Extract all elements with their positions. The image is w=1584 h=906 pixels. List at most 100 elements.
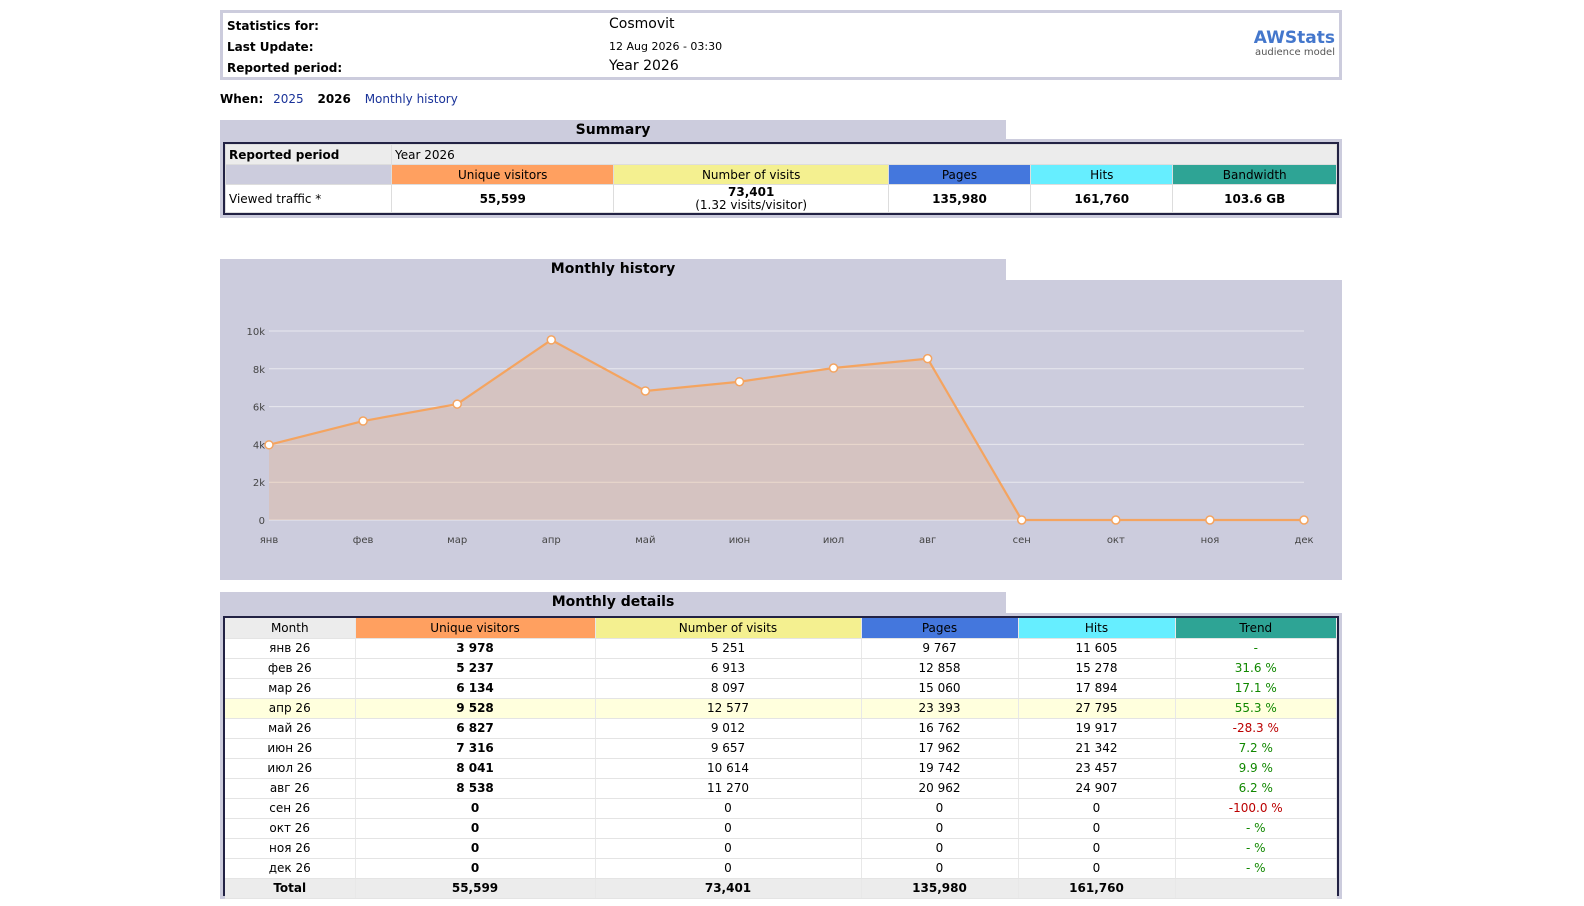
month-cell: апр 26 xyxy=(225,698,356,719)
table-row: апр 26 9 528 12 577 23 393 27 795 55.3 % xyxy=(225,698,1337,719)
table-row: июл 26 8 041 10 614 19 742 23 457 9.9 % xyxy=(225,758,1337,779)
total-trend-cell xyxy=(1175,878,1337,899)
total-hits-cell: 161,760 xyxy=(1018,878,1176,899)
trend-cell: - % xyxy=(1175,858,1337,879)
year-2025-link[interactable]: 2025 xyxy=(273,92,304,106)
data-point xyxy=(546,335,557,345)
month-cell: мар 26 xyxy=(225,678,356,699)
table-row: мар 26 6 134 8 097 15 060 17 894 17.1 % xyxy=(225,678,1337,699)
period-selector: When: 2025 2026 Monthly history xyxy=(220,92,468,106)
unique-visitors-cell: 0 xyxy=(355,858,596,879)
stats-for-label: Statistics for: xyxy=(227,19,319,33)
unique-visitors-cell: 9 528 xyxy=(355,698,596,719)
x-tick-label: авг xyxy=(919,535,936,546)
y-tick-label: 0 xyxy=(259,516,265,527)
summary-table: Reported period Year 2026 Unique visitor… xyxy=(220,139,1342,218)
pages-cell: 20 962 xyxy=(861,778,1019,799)
hits-cell: 17 894 xyxy=(1018,678,1176,699)
trend-cell: 55.3 % xyxy=(1175,698,1337,719)
pages-cell: 0 xyxy=(861,798,1019,819)
total-pages-cell: 135,980 xyxy=(861,878,1019,899)
hits-cell: 15 278 xyxy=(1018,658,1176,679)
col-unique-visitors: Unique visitors xyxy=(355,618,596,639)
col-number-visits: Number of visits xyxy=(595,618,862,639)
data-point xyxy=(452,399,462,409)
month-cell: июл 26 xyxy=(225,758,356,779)
data-point xyxy=(358,416,368,426)
x-tick-label: апр xyxy=(542,535,561,546)
visits-cell: 0 xyxy=(595,838,862,859)
hits-cell: 0 xyxy=(1018,818,1176,839)
reported-period-cell-value: Year 2026 xyxy=(391,144,1337,165)
x-tick-label: июн xyxy=(729,535,750,546)
reported-period-value: Year 2026 xyxy=(609,58,679,74)
total-unique-visitors-cell: 55,599 xyxy=(355,878,596,899)
awstats-logo[interactable]: AWStats audience model xyxy=(1254,29,1335,58)
col-number-visits: Number of visits xyxy=(613,164,889,185)
unique-visitors-cell: 0 xyxy=(355,798,596,819)
x-tick-label: июл xyxy=(823,535,844,546)
last-update-value: 12 Aug 2026 - 03:30 xyxy=(609,40,723,53)
pages-cell: 17 962 xyxy=(861,738,1019,759)
month-cell: сен 26 xyxy=(225,798,356,819)
x-tick-label: сен xyxy=(1013,535,1031,546)
monthly-history-chart: 0 2k 4k 6k 8k 10k янв фев мар апр май июн июл авг сен о… xyxy=(246,327,1313,546)
x-tick-label: фев xyxy=(353,535,374,546)
pages-cell: 19 742 xyxy=(861,758,1019,779)
table-row: ноя 26 0 0 0 0- % xyxy=(225,838,1337,859)
monthly-details-title: Monthly details xyxy=(220,592,1006,613)
unique-visitors-cell: 0 xyxy=(355,818,596,839)
month-cell: авг 26 xyxy=(225,778,356,799)
year-2026-current: 2026 xyxy=(317,92,351,106)
visits-cell: 9 657 xyxy=(595,738,862,759)
visits-cell: 8 097 xyxy=(595,678,862,699)
hits-cell: 21 342 xyxy=(1018,738,1176,759)
monthly-details-table: Month Unique visitors Number of visits P… xyxy=(220,613,1342,899)
total-visits-cell: 73,401 xyxy=(595,878,862,899)
unique-visitors-cell: 6 134 xyxy=(355,678,596,699)
pages-cell: 0 xyxy=(861,818,1019,839)
x-tick-label: май xyxy=(635,535,655,546)
total-month-cell: Total xyxy=(225,878,356,899)
unique-visitors-cell: 6 827 xyxy=(355,718,596,739)
pages-cell: 12 858 xyxy=(861,658,1019,679)
table-row: дек 26 0 0 0 0- % xyxy=(225,858,1337,879)
trend-cell: - % xyxy=(1175,838,1337,859)
summary-visits-cell: 73,401 (1.32 visits/visitor) xyxy=(613,184,889,213)
table-row: фев 26 5 237 6 913 12 858 15 278 31.6 % xyxy=(225,658,1337,679)
y-tick-label: 6k xyxy=(253,403,265,414)
table-row: июн 26 7 316 9 657 17 962 21 342 7.2 % xyxy=(225,738,1337,759)
total-row: Total 55,599 73,401 135,980 161,760 xyxy=(225,878,1337,899)
table-row: авг 26 8 538 11 270 20 962 24 907 6.2 % xyxy=(225,778,1337,799)
unique-visitors-cell: 8 538 xyxy=(355,778,596,799)
trend-cell: 9.9 % xyxy=(1175,758,1337,779)
monthly-history-link[interactable]: Monthly history xyxy=(364,92,458,106)
reported-period-label: Reported period: xyxy=(227,61,343,75)
visits-cell: 11 270 xyxy=(595,778,862,799)
y-tick-label: 4k xyxy=(253,440,265,451)
table-row: окт 26 0 0 0 0- % xyxy=(225,818,1337,839)
data-point xyxy=(828,363,839,373)
data-point xyxy=(1205,515,1215,525)
hits-cell: 11 605 xyxy=(1018,638,1176,659)
last-update-label: Last Update: xyxy=(227,40,314,54)
visits-cell: 0 xyxy=(595,798,862,819)
data-point xyxy=(640,386,651,396)
pages-cell: 0 xyxy=(861,838,1019,859)
logo-subtitle: audience model xyxy=(1254,47,1335,58)
data-point xyxy=(264,440,274,450)
data-point xyxy=(1016,515,1027,525)
trend-cell: -100.0 % xyxy=(1175,798,1337,819)
summary-title: Summary xyxy=(220,120,1006,141)
pages-cell: 0 xyxy=(861,858,1019,879)
series-line xyxy=(268,338,1304,522)
x-tick-label: окт xyxy=(1107,535,1125,546)
y-tick-label: 10k xyxy=(246,327,265,338)
x-tick-label: дек xyxy=(1294,535,1313,546)
month-cell: дек 26 xyxy=(225,858,356,879)
trend-cell: 31.6 % xyxy=(1175,658,1337,679)
summary-unique-visitors: 55,599 xyxy=(390,184,615,213)
unique-visitors-cell: 0 xyxy=(355,838,596,859)
summary-pages: 135,980 xyxy=(887,184,1032,213)
summary-visits-ratio: (1.32 visits/visitor) xyxy=(695,197,808,212)
